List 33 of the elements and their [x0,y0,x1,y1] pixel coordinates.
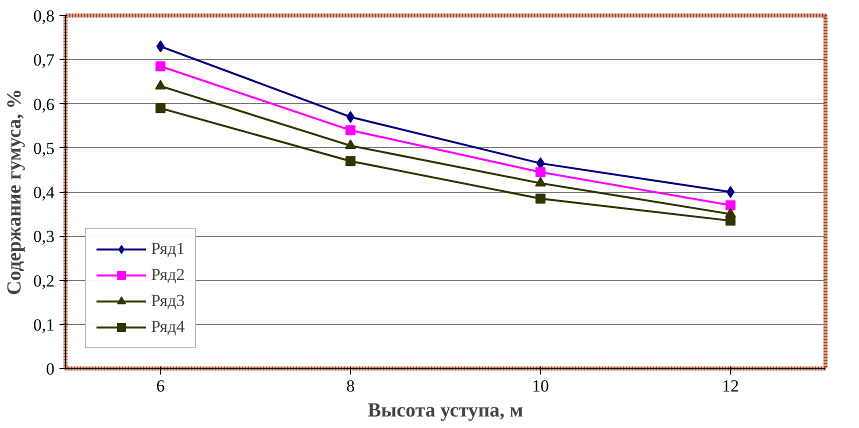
legend-label: Ряд3 [151,291,185,311]
y-tick-label: 0 [46,360,54,378]
x-tick-label: 8 [346,376,355,396]
point [726,186,735,198]
y-tick-label: 0,1 [33,315,54,334]
point [156,40,165,52]
point [156,103,166,114]
y-tick-label: 0,6 [33,94,54,114]
point [726,200,736,210]
legend-label: Ряд1 [151,239,185,259]
point [346,125,356,136]
y-tick-label: 0,4 [33,183,55,202]
x-tick-label: 10 [532,376,549,396]
point [726,216,736,226]
point [346,156,356,166]
legend-label: Ряд4 [151,317,185,337]
point [536,194,546,204]
point [535,176,546,187]
y-tick-label: 0,5 [33,138,54,158]
x-tick-label: 6 [156,376,165,396]
point [345,139,356,150]
legend-label: Ряд2 [151,265,185,285]
x-axis-title: Высота уступа, м [368,400,524,422]
point [536,167,546,178]
point [156,61,166,72]
y-tick-label: 0,2 [33,271,54,290]
y-tick-label: 0,7 [33,50,55,70]
y-axis-title: Содержание гумуса, % [3,88,26,296]
y-tick-label: 0,3 [33,227,54,246]
point [155,80,166,90]
x-tick-label: 12 [722,376,739,396]
y-tick-label: 0,8 [33,6,54,26]
point [346,110,355,123]
